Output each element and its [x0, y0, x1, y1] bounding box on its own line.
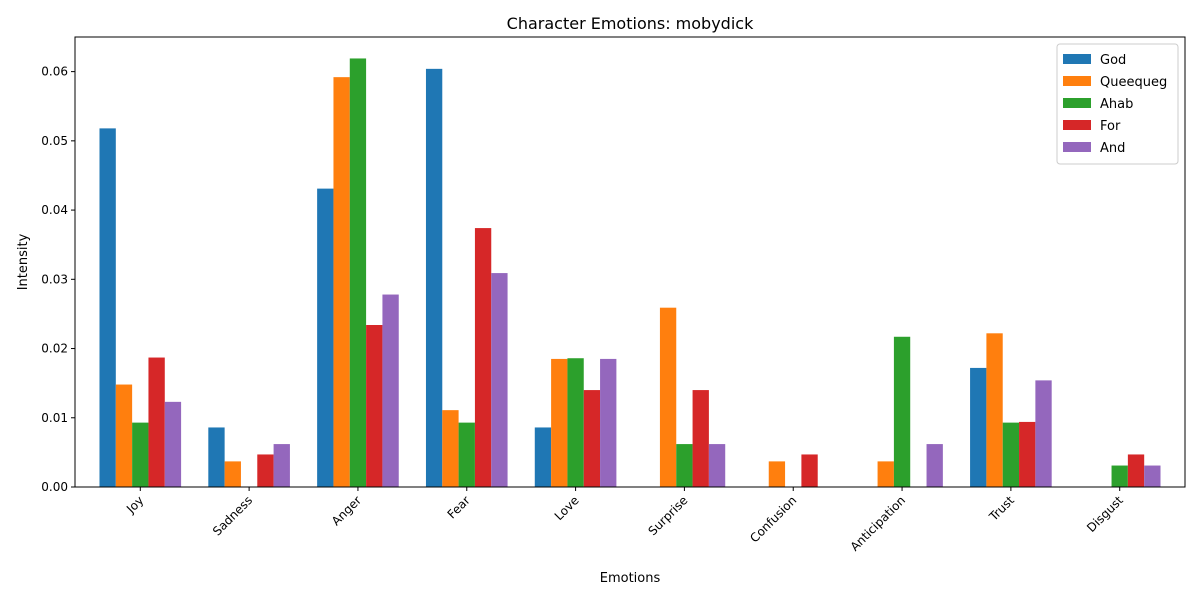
- bar-god-joy: [99, 128, 116, 487]
- bar-ahab-disgust: [1111, 465, 1128, 487]
- legend-swatch: [1063, 54, 1091, 64]
- bar-ahab-joy: [132, 422, 149, 487]
- bar-god-fear: [425, 68, 443, 487]
- bar-god-anger: [317, 188, 334, 487]
- legend-swatch: [1063, 98, 1091, 108]
- bar-for-confusion: [801, 454, 818, 487]
- bar-queequeg-sadness: [224, 461, 241, 487]
- y-tick-label: 0.05: [41, 134, 68, 148]
- bar-and-fear: [491, 273, 508, 487]
- legend-swatch: [1063, 120, 1091, 130]
- bar-for-trust: [1019, 421, 1036, 487]
- bar-queequeg-confusion: [768, 461, 786, 487]
- bar-for-surprise: [692, 390, 709, 487]
- y-axis: 0.00 0.01 0.02 0.03 0.04 0.05 0.06: [41, 65, 75, 494]
- bar-ahab-trust: [1002, 422, 1020, 487]
- bar-queequeg-anger: [333, 77, 350, 488]
- bar-queequeg-fear: [442, 410, 459, 487]
- x-tick-label: Anticipation: [848, 493, 909, 554]
- bar-ahab-anger: [349, 58, 367, 488]
- y-tick-label: 0.06: [41, 65, 68, 79]
- bar-and-surprise: [708, 444, 726, 487]
- bar-ahab-fear: [458, 422, 475, 487]
- bar-and-trust: [1035, 380, 1052, 487]
- x-tick-label: Anger: [329, 493, 364, 528]
- legend-label: Queequeg: [1100, 75, 1167, 90]
- bar-for-sadness: [257, 454, 274, 487]
- plot-frame: [74, 36, 1186, 488]
- legend-label: For: [1100, 119, 1121, 134]
- x-axis: Joy Sadness Anger Fear Love Surprise Confusion…: [123, 487, 1126, 554]
- bar-queequeg-trust: [986, 333, 1003, 487]
- bar-for-love: [583, 390, 601, 487]
- bar-for-fear: [474, 228, 492, 487]
- bar-queequeg-love: [551, 358, 568, 487]
- y-axis-label: Intensity: [16, 233, 31, 290]
- bars-group: [99, 58, 1161, 488]
- bar-and-disgust: [1144, 465, 1161, 487]
- bar-for-disgust: [1127, 454, 1145, 487]
- x-tick-label: Sadness: [210, 493, 255, 538]
- legend-swatch: [1063, 76, 1091, 86]
- y-tick-label: 0.00: [41, 480, 68, 494]
- bar-and-joy: [164, 401, 182, 487]
- y-tick-label: 0.01: [41, 411, 68, 425]
- bar-and-anticipation: [926, 444, 943, 487]
- chart-title: Character Emotions: mobydick: [507, 14, 754, 33]
- x-tick-label: Trust: [986, 493, 1017, 524]
- x-tick-label: Love: [552, 493, 582, 523]
- bar-queequeg-surprise: [659, 307, 677, 487]
- x-tick-label: Fear: [445, 493, 473, 521]
- bar-and-sadness: [273, 444, 290, 487]
- x-tick-label: Surprise: [645, 493, 690, 538]
- legend-frame: [1056, 43, 1179, 165]
- bar-ahab-love: [567, 358, 584, 487]
- legend: God Queequeg Ahab For And: [1056, 43, 1179, 165]
- x-axis-label: Emotions: [600, 571, 661, 586]
- x-tick-label: Joy: [123, 493, 146, 516]
- bar-for-anger: [366, 325, 383, 487]
- y-tick-label: 0.02: [41, 342, 68, 356]
- bar-and-love: [600, 358, 617, 487]
- bar-ahab-anticipation: [893, 336, 911, 487]
- y-tick-label: 0.03: [41, 272, 68, 286]
- bar-god-sadness: [208, 427, 225, 487]
- x-tick-label: Confusion: [747, 493, 799, 545]
- bar-god-trust: [970, 367, 987, 487]
- bar-queequeg-joy: [115, 384, 133, 487]
- legend-swatch: [1063, 142, 1091, 152]
- bar-queequeg-anticipation: [877, 461, 894, 487]
- y-tick-label: 0.04: [41, 203, 68, 217]
- bar-for-joy: [148, 357, 165, 487]
- x-tick-label: Disgust: [1084, 493, 1126, 535]
- bar-and-anger: [382, 294, 399, 487]
- legend-label: God: [1100, 53, 1126, 68]
- legend-label: And: [1100, 141, 1125, 156]
- bar-god-love: [534, 427, 552, 487]
- legend-label: Ahab: [1100, 97, 1133, 112]
- bar-ahab-surprise: [676, 444, 693, 487]
